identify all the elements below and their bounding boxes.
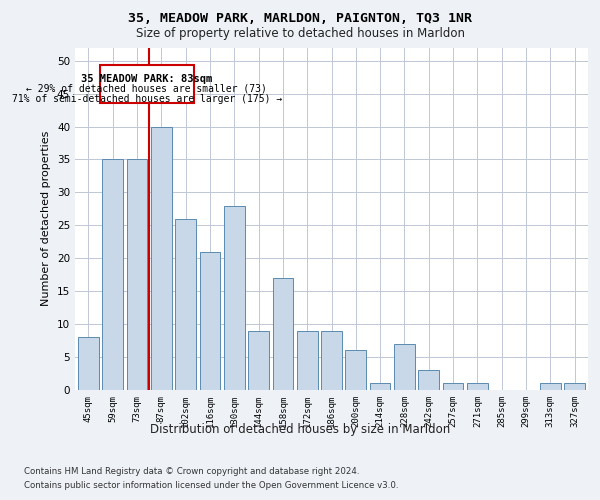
Bar bbox=[175, 219, 196, 390]
Y-axis label: Number of detached properties: Number of detached properties bbox=[41, 131, 52, 306]
Bar bbox=[394, 344, 415, 390]
Bar bbox=[272, 278, 293, 390]
Text: Contains HM Land Registry data © Crown copyright and database right 2024.: Contains HM Land Registry data © Crown c… bbox=[24, 468, 359, 476]
Bar bbox=[321, 330, 342, 390]
FancyBboxPatch shape bbox=[100, 66, 194, 104]
Bar bbox=[103, 160, 123, 390]
Bar bbox=[540, 384, 560, 390]
Bar bbox=[346, 350, 366, 390]
Bar bbox=[200, 252, 220, 390]
Bar bbox=[418, 370, 439, 390]
Bar bbox=[443, 384, 463, 390]
Bar bbox=[127, 160, 148, 390]
Text: 35 MEADOW PARK: 83sqm: 35 MEADOW PARK: 83sqm bbox=[81, 74, 212, 84]
Text: 35, MEADOW PARK, MARLDON, PAIGNTON, TQ3 1NR: 35, MEADOW PARK, MARLDON, PAIGNTON, TQ3 … bbox=[128, 12, 472, 26]
Bar bbox=[370, 384, 391, 390]
Text: Size of property relative to detached houses in Marldon: Size of property relative to detached ho… bbox=[136, 28, 464, 40]
Bar bbox=[224, 206, 245, 390]
Bar bbox=[78, 338, 99, 390]
Bar bbox=[151, 126, 172, 390]
Text: 71% of semi-detached houses are larger (175) →: 71% of semi-detached houses are larger (… bbox=[12, 94, 282, 104]
Bar bbox=[248, 330, 269, 390]
Bar bbox=[467, 384, 488, 390]
Text: ← 29% of detached houses are smaller (73): ← 29% of detached houses are smaller (73… bbox=[26, 84, 267, 94]
Bar bbox=[297, 330, 317, 390]
Bar bbox=[564, 384, 585, 390]
Text: Contains public sector information licensed under the Open Government Licence v3: Contains public sector information licen… bbox=[24, 481, 398, 490]
Text: Distribution of detached houses by size in Marldon: Distribution of detached houses by size … bbox=[150, 422, 450, 436]
